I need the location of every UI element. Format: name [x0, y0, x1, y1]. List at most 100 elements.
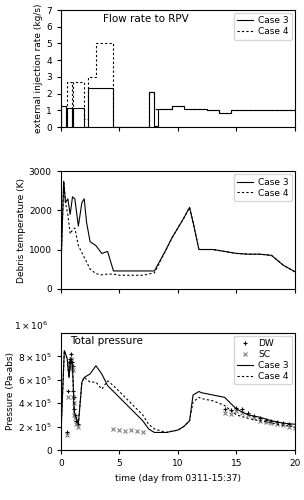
Case 3 — [211, 392, 215, 398]
Case 4 — [240, 108, 244, 114]
Legend: Case 3, Case 4: Case 3, Case 4 — [233, 174, 292, 201]
Case 3 — [65, 105, 69, 111]
Case 4 — [217, 108, 221, 114]
Case 3 — [156, 123, 160, 129]
Case 3 — [141, 418, 145, 424]
SC — [68, 365, 72, 371]
Case 3 — [147, 124, 150, 130]
SC — [264, 419, 268, 425]
Case 4 — [59, 124, 63, 130]
Case 3 — [80, 379, 84, 385]
Y-axis label: external injection rate (kg/s): external injection rate (kg/s) — [34, 4, 43, 134]
Case 3 — [73, 196, 77, 202]
Case 4 — [205, 108, 209, 114]
SC — [66, 394, 70, 400]
Case 4 — [293, 268, 297, 274]
Case 4 — [88, 379, 92, 385]
Case 4 — [112, 382, 115, 388]
Case 4 — [141, 272, 145, 278]
DW — [293, 424, 297, 430]
Case 3 — [182, 216, 185, 222]
Case 4 — [153, 270, 156, 276]
Case 3 — [112, 124, 115, 130]
SC — [72, 400, 75, 406]
Case 3 — [191, 392, 195, 398]
Case 3 — [147, 426, 150, 432]
Case 4 — [281, 422, 285, 428]
Case 3 — [82, 374, 86, 380]
SC — [65, 432, 68, 438]
Case 4 — [112, 271, 115, 277]
Case 4 — [64, 200, 67, 205]
Case 3 — [217, 108, 221, 114]
Case 3 — [88, 371, 92, 377]
Case 3 — [188, 418, 192, 424]
Case 3 — [147, 89, 150, 95]
DW — [77, 422, 80, 428]
SC — [240, 410, 244, 416]
Case 3 — [153, 268, 156, 274]
Case 4 — [270, 420, 273, 426]
Case 3 — [199, 246, 203, 252]
Case 4 — [112, 40, 115, 46]
DW — [252, 413, 256, 419]
SC — [112, 426, 115, 432]
DW — [229, 407, 232, 413]
Case 4 — [188, 204, 192, 210]
Case 4 — [82, 116, 86, 121]
DW — [287, 422, 291, 428]
Case 4 — [64, 103, 68, 109]
Case 3 — [85, 219, 88, 225]
Case 4 — [69, 356, 73, 362]
Case 4 — [153, 106, 156, 112]
Line: Case 4: Case 4 — [61, 350, 295, 438]
Case 3 — [281, 420, 285, 426]
Case 3 — [106, 248, 109, 254]
Case 4 — [147, 124, 150, 130]
Case 4 — [71, 79, 75, 85]
Line: Case 4: Case 4 — [61, 181, 295, 275]
Case 4 — [60, 124, 63, 130]
Case 4 — [94, 40, 98, 46]
Line: Case 3: Case 3 — [61, 88, 295, 127]
Case 3 — [258, 108, 261, 114]
Case 3 — [211, 246, 215, 252]
Case 3 — [246, 412, 250, 418]
Case 3 — [117, 394, 121, 400]
Text: $1\times10^6$: $1\times10^6$ — [14, 320, 48, 332]
Case 3 — [64, 123, 68, 129]
Case 3 — [106, 382, 109, 388]
DW — [281, 420, 285, 426]
Case 4 — [100, 272, 104, 278]
Case 4 — [65, 116, 69, 121]
Case 4 — [129, 272, 133, 278]
Case 3 — [205, 108, 209, 114]
SC — [71, 368, 74, 374]
Case 4 — [94, 379, 98, 385]
Case 4 — [194, 106, 197, 112]
DW — [68, 356, 71, 362]
Case 4 — [258, 418, 261, 424]
Case 4 — [170, 106, 174, 112]
Case 3 — [235, 250, 238, 256]
Case 3 — [100, 371, 104, 377]
Case 3 — [205, 106, 209, 112]
Case 4 — [176, 225, 180, 231]
Case 4 — [60, 103, 63, 109]
Case 4 — [258, 251, 261, 257]
Case 3 — [70, 124, 74, 130]
Case 3 — [60, 124, 63, 130]
Case 4 — [170, 103, 174, 109]
Case 3 — [65, 123, 69, 129]
Case 3 — [229, 110, 232, 116]
Case 4 — [199, 396, 203, 402]
Case 3 — [229, 108, 232, 114]
Case 4 — [117, 272, 121, 278]
Case 3 — [258, 251, 261, 257]
Case 3 — [86, 124, 90, 130]
Case 3 — [246, 251, 250, 257]
Case 4 — [191, 399, 195, 405]
Case 3 — [164, 246, 168, 252]
Case 4 — [182, 103, 185, 109]
Case 3 — [170, 235, 174, 241]
